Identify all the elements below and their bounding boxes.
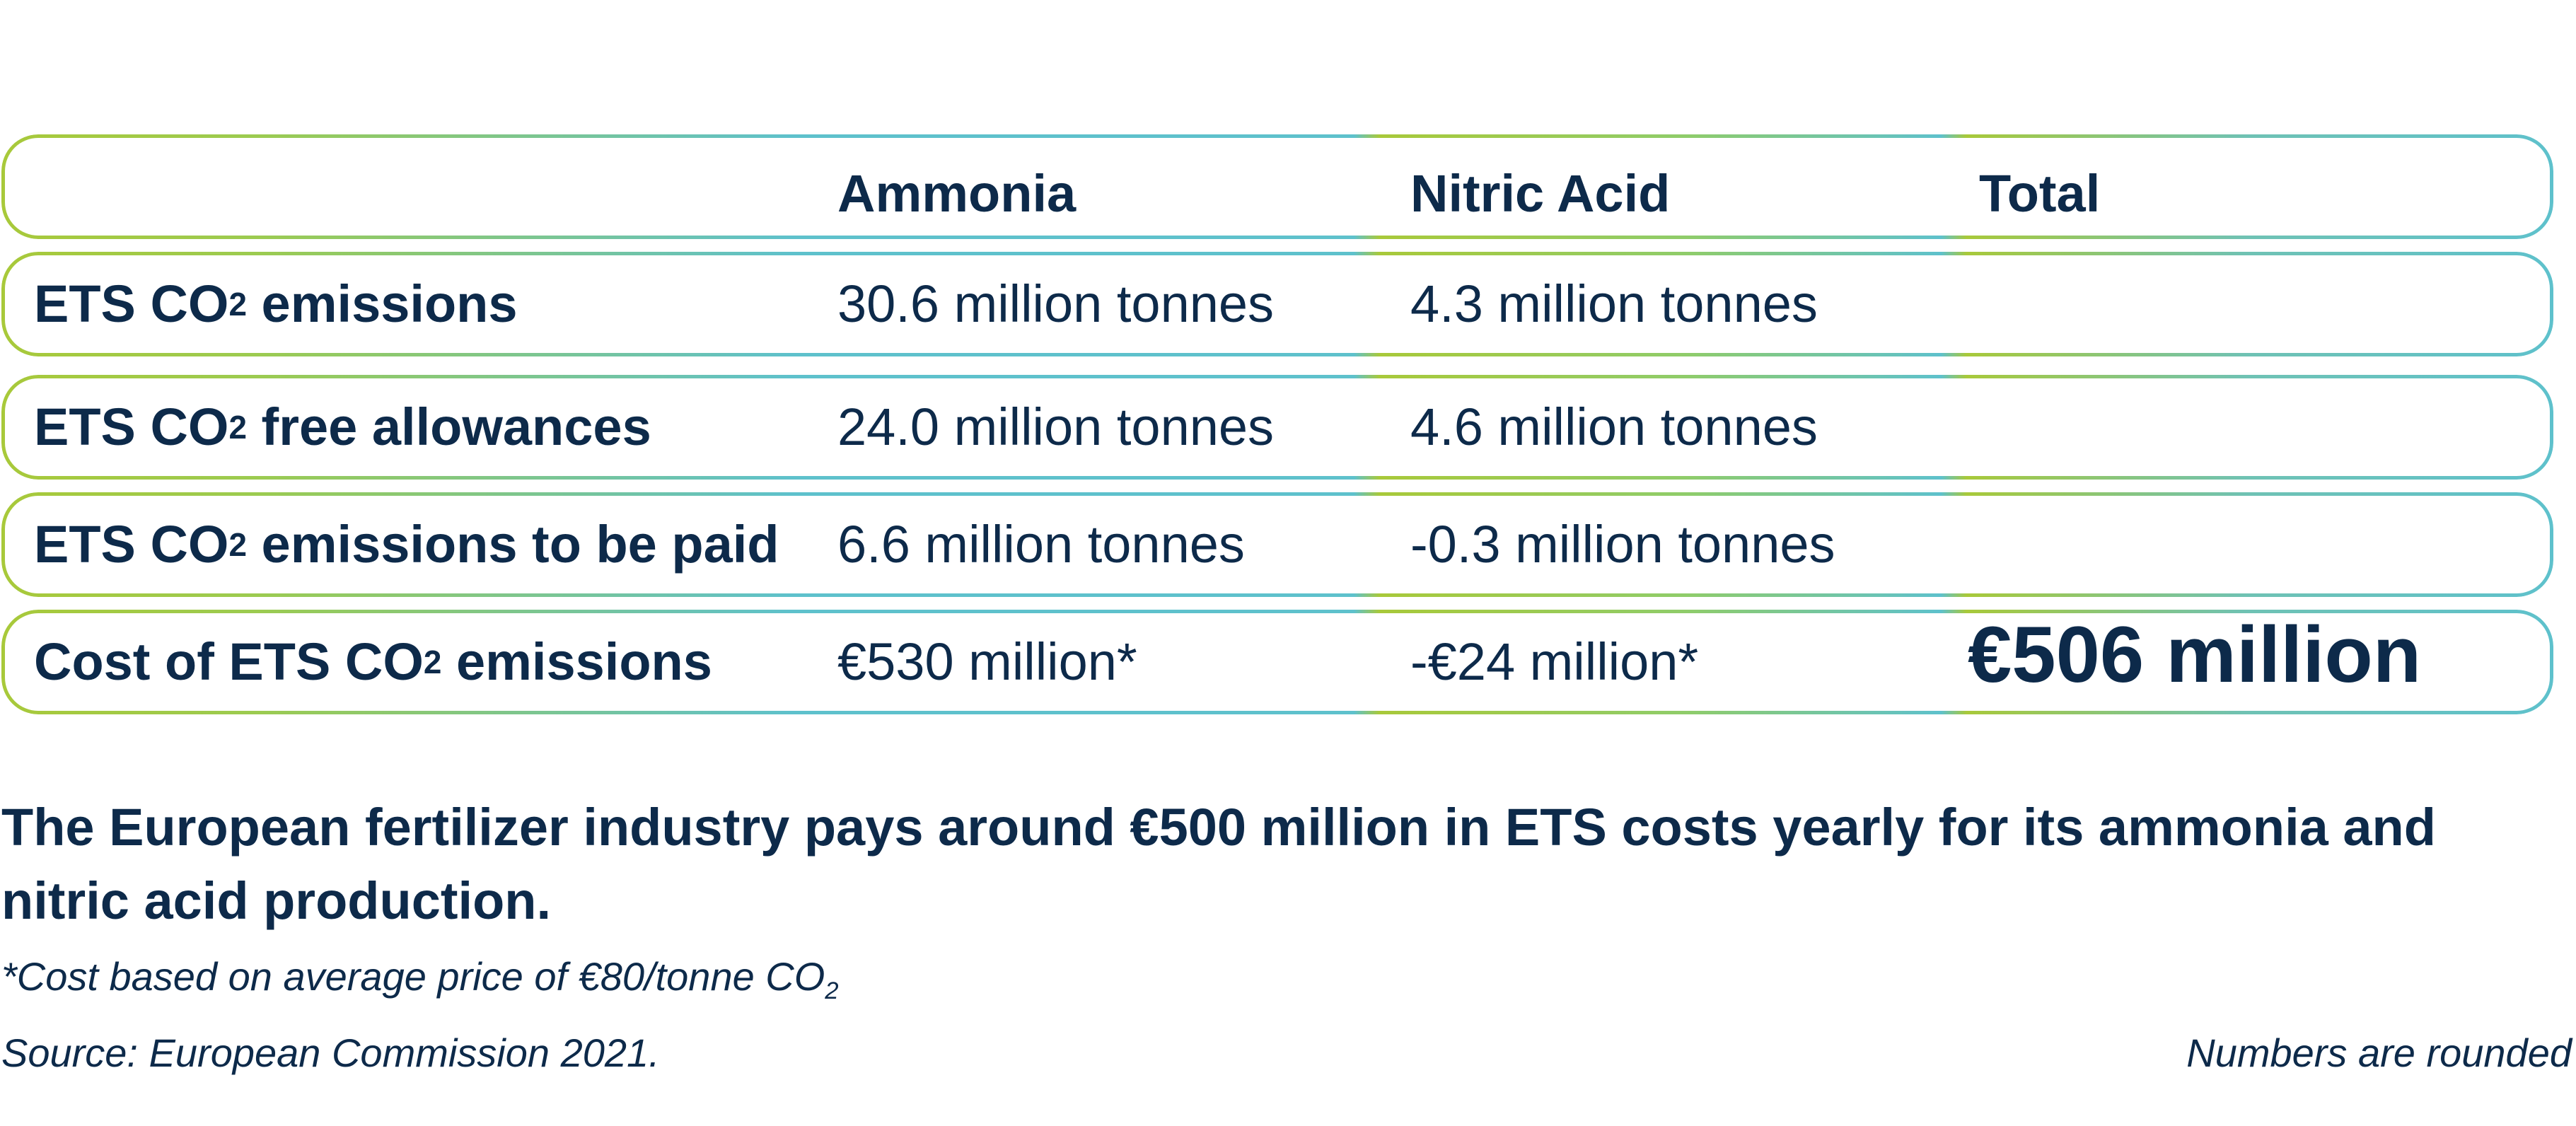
column-header-nitric-acid: Nitric Acid: [1410, 164, 1671, 223]
table-row-cost: Cost of ETS CO 2 emissions €530 million* …: [1, 610, 2553, 714]
source-text: Source: European Commission 2021.: [1, 1031, 660, 1075]
rounding-note: Numbers are rounded: [2186, 1031, 2572, 1075]
column-header-ammonia: Ammonia: [837, 164, 1077, 223]
table-row-emissions: ETS CO 2 emissions 30.6 million tonnes 4.…: [1, 252, 2553, 356]
row-label: Cost of ETS CO 2 emissions: [34, 632, 712, 691]
column-header-total: Total: [1979, 164, 2101, 223]
table-row-free-allowances: ETS CO 2 free allowances 24.0 million ton…: [1, 375, 2553, 480]
total-value: €506 million: [1968, 610, 2422, 699]
footnote: *Cost based on average price of €80/tonn…: [1, 954, 839, 1005]
table-row-emissions-to-be-paid: ETS CO 2 emissions to be paid 6.6 million…: [1, 492, 2553, 597]
nitric-acid-value: -€24 million*: [1410, 632, 1699, 691]
nitric-acid-value: -0.3 million tonnes: [1410, 515, 1835, 574]
row-label: ETS CO 2 emissions to be paid: [34, 515, 779, 574]
summary-text: The European fertilizer industry pays ar…: [1, 798, 2436, 930]
nitric-acid-value: 4.6 million tonnes: [1410, 397, 1818, 456]
row-label: ETS CO 2 free allowances: [34, 397, 651, 456]
nitric-acid-value: 4.3 million tonnes: [1410, 274, 1818, 333]
row-label: ETS CO 2 emissions: [34, 274, 518, 333]
ammonia-value: 30.6 million tonnes: [837, 274, 1275, 333]
table-header-row: Ammonia Nitric Acid Total: [1, 134, 2553, 239]
ammonia-value: 24.0 million tonnes: [837, 397, 1275, 456]
ammonia-value: 6.6 million tonnes: [837, 515, 1245, 574]
ammonia-value: €530 million*: [837, 632, 1137, 691]
